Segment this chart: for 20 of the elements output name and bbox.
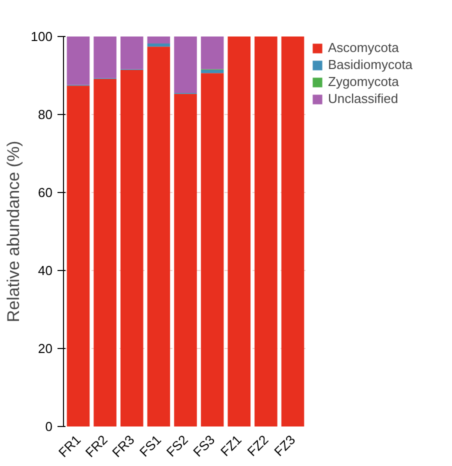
x-tick-label: FS1 bbox=[136, 432, 164, 460]
legend-label: Unclassified bbox=[328, 91, 398, 106]
x-tick-label: FR3 bbox=[109, 432, 138, 460]
y-tick-label: 80 bbox=[38, 107, 53, 122]
x-tick-label: FZ2 bbox=[244, 432, 272, 460]
x-tick-label: FR2 bbox=[82, 432, 110, 460]
x-tick-label: FZ1 bbox=[217, 432, 244, 460]
x-tick-label: FS2 bbox=[163, 432, 191, 460]
x-tick-label: FS3 bbox=[190, 432, 218, 460]
legend-label: Zygomycota bbox=[328, 74, 399, 89]
legend-label: Basidiomycota bbox=[328, 57, 413, 72]
y-axis-title: Relative abundance (%) bbox=[4, 140, 23, 322]
y-tick-label: 20 bbox=[38, 341, 53, 356]
legend-label: Ascomycota bbox=[328, 40, 399, 55]
x-tick-label: FR1 bbox=[56, 432, 84, 460]
y-tick-label: 60 bbox=[38, 185, 53, 200]
y-tick-label: 40 bbox=[38, 263, 53, 278]
y-tick-label: 0 bbox=[45, 419, 53, 434]
x-tick-label: FZ3 bbox=[271, 432, 298, 460]
y-tick-label: 100 bbox=[30, 29, 53, 44]
